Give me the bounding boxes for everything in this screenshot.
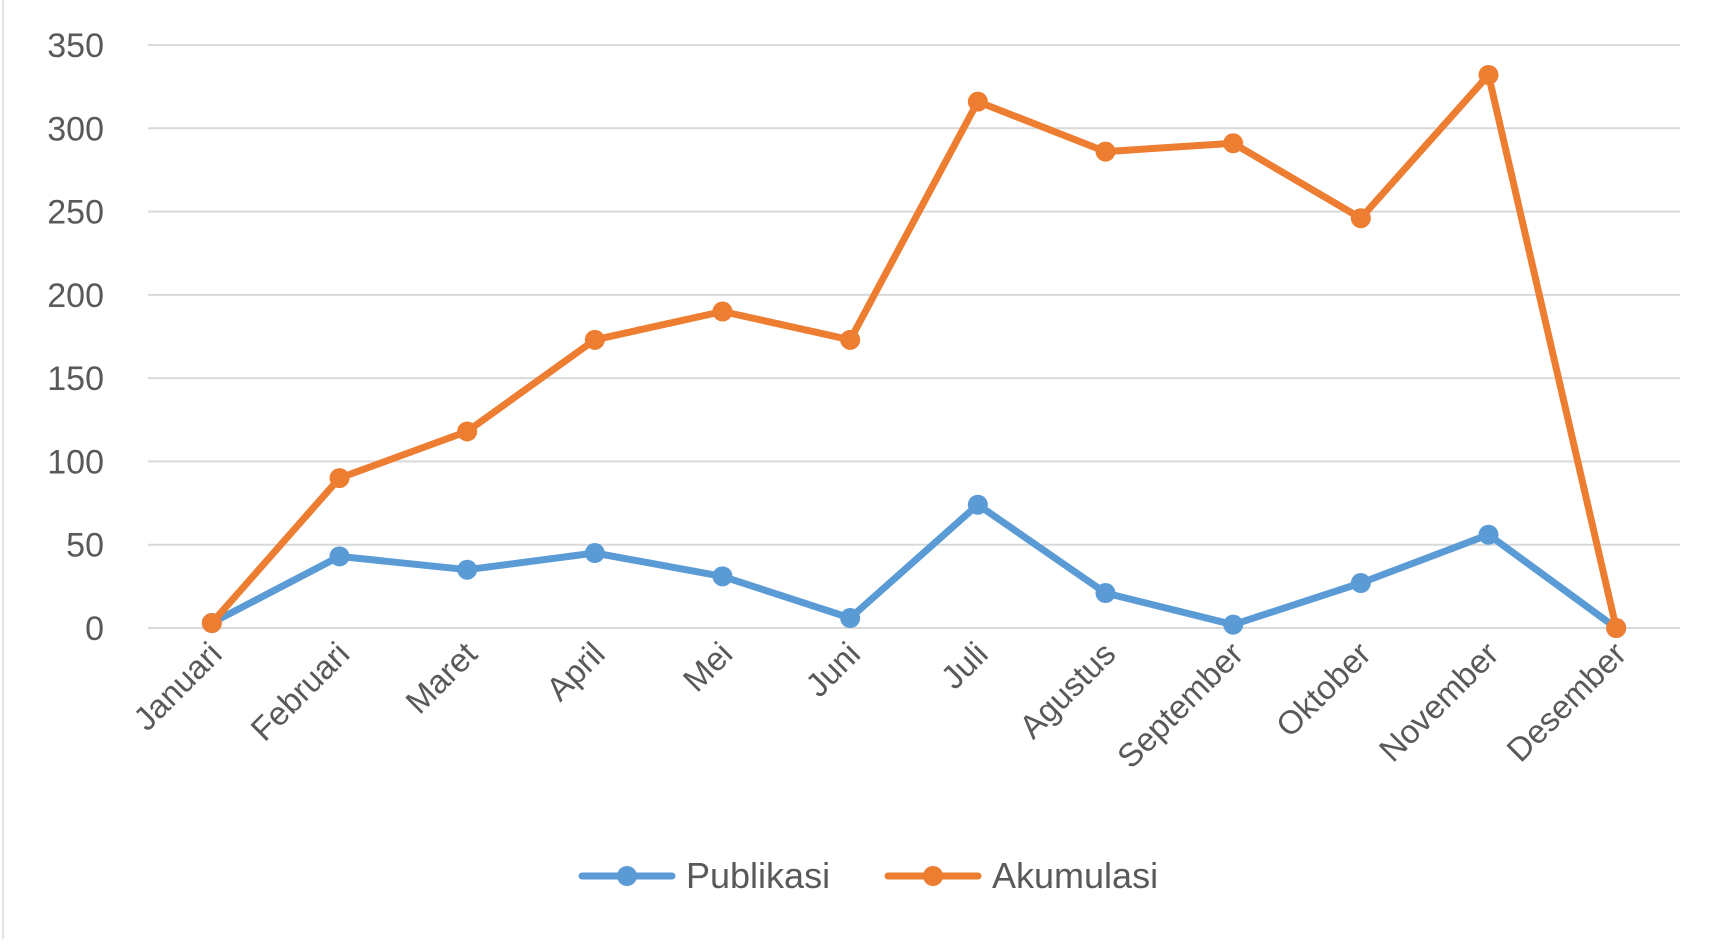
data-point-publikasi-september bbox=[1223, 614, 1244, 635]
legend-swatch-marker-publikasi bbox=[617, 866, 637, 886]
data-point-publikasi-maret bbox=[457, 559, 478, 580]
legend-item-akumulasi: Akumulasi bbox=[884, 855, 1158, 896]
data-point-publikasi-agustus bbox=[1095, 583, 1116, 604]
series-publikasi bbox=[201, 494, 1627, 638]
series-line-akumulasi bbox=[208, 71, 1620, 632]
x-tick-label-maret: Maret bbox=[398, 635, 484, 721]
x-tick-label-februari: Februari bbox=[243, 635, 356, 748]
y-tick-label-150: 150 bbox=[47, 360, 104, 398]
data-point-akumulasi-oktober bbox=[1350, 208, 1371, 229]
series-layer bbox=[201, 64, 1627, 638]
data-point-akumulasi-februari bbox=[329, 468, 350, 489]
data-point-akumulasi-maret bbox=[457, 421, 478, 442]
legend-label-akumulasi: Akumulasi bbox=[992, 855, 1158, 896]
x-tick-label-desember: Desember bbox=[1499, 635, 1633, 769]
data-point-akumulasi-november bbox=[1478, 64, 1499, 85]
x-tick-label-agustus: Agustus bbox=[1012, 635, 1122, 745]
x-tick-label-november: November bbox=[1372, 635, 1506, 769]
data-point-publikasi-juni bbox=[840, 608, 861, 629]
series-akumulasi bbox=[201, 64, 1627, 638]
y-tick-label-250: 250 bbox=[47, 194, 104, 232]
y-tick-label-0: 0 bbox=[85, 610, 104, 648]
data-point-akumulasi-juni bbox=[840, 329, 861, 350]
data-point-publikasi-juli bbox=[967, 494, 988, 515]
x-tick-label-mei: Mei bbox=[676, 635, 740, 699]
legend-item-publikasi: Publikasi bbox=[578, 855, 830, 896]
data-point-akumulasi-september bbox=[1223, 133, 1244, 154]
y-tick-label-350: 350 bbox=[47, 27, 104, 65]
data-point-akumulasi-april bbox=[584, 329, 605, 350]
data-point-akumulasi-agustus bbox=[1095, 141, 1116, 162]
x-tick-label-juli: Juli bbox=[934, 635, 995, 696]
x-tick-label-juni: Juni bbox=[798, 635, 867, 704]
data-point-akumulasi-juli bbox=[967, 91, 988, 112]
data-point-akumulasi-mei bbox=[712, 301, 733, 322]
data-point-publikasi-februari bbox=[329, 546, 350, 567]
data-point-publikasi-oktober bbox=[1350, 573, 1371, 594]
data-point-akumulasi-desember bbox=[1606, 618, 1627, 638]
data-point-publikasi-mei bbox=[712, 566, 733, 587]
series-line-publikasi bbox=[208, 501, 1620, 632]
legend-label-publikasi: Publikasi bbox=[686, 855, 830, 896]
y-tick-label-200: 200 bbox=[47, 277, 104, 315]
legend: Publikasi Akumulasi bbox=[578, 855, 1158, 896]
gridlines bbox=[148, 44, 1680, 629]
legend-swatch-marker-akumulasi bbox=[923, 866, 943, 886]
x-axis-tick-labels: Januari Februari Maret April Mei Juni Juli Agus… bbox=[126, 635, 1633, 775]
x-tick-label-september: September bbox=[1110, 635, 1250, 775]
x-tick-label-oktober: Oktober bbox=[1269, 635, 1378, 744]
x-tick-label-januari: Januari bbox=[126, 635, 229, 738]
y-axis-tick-labels: 0 50 100 150 200 250 300 350 bbox=[47, 27, 104, 648]
data-point-publikasi-november bbox=[1478, 524, 1499, 545]
y-tick-label-50: 50 bbox=[66, 527, 104, 565]
y-tick-label-300: 300 bbox=[47, 110, 104, 148]
y-tick-label-100: 100 bbox=[47, 443, 104, 481]
data-point-publikasi-april bbox=[584, 543, 605, 564]
x-tick-label-april: April bbox=[539, 635, 612, 708]
data-point-akumulasi-januari bbox=[201, 613, 222, 634]
